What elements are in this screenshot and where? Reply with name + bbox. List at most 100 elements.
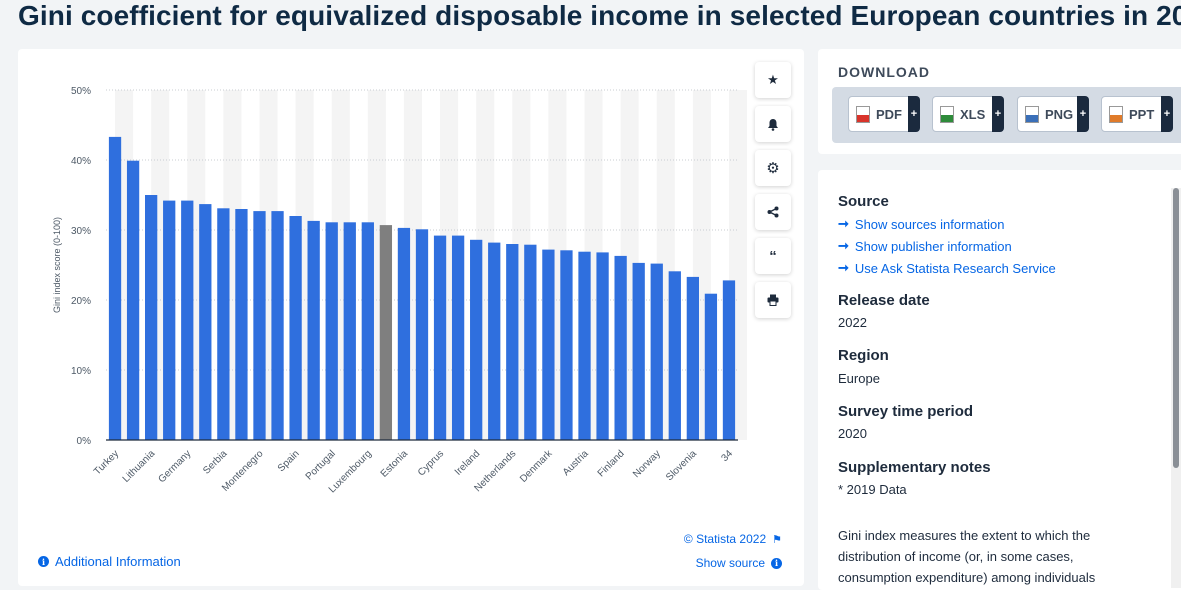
bar: [235, 209, 248, 440]
bar: [199, 204, 212, 440]
supplementary-notes-value: * 2019 Data: [838, 482, 907, 497]
y-tick-label: 50%: [71, 86, 91, 97]
y-tick-label: 10%: [71, 366, 91, 377]
x-tick-label: Serbia: [201, 448, 230, 477]
show-publisher-label: Show publisher information: [854, 238, 1012, 254]
plus-icon: +: [1161, 96, 1173, 132]
x-tick-label: Cyprus: [416, 448, 446, 478]
cite-button[interactable]: “: [755, 238, 791, 274]
bar: [560, 250, 573, 440]
x-tick-label: Denmark: [518, 448, 555, 485]
download-panel: DOWNLOAD PDF + XLS + PNG + PPT +: [818, 49, 1181, 154]
bar: [126, 160, 140, 440]
y-tick-label: 20%: [71, 296, 91, 307]
bar: [271, 211, 284, 440]
x-tick-label: 34: [719, 448, 735, 464]
x-tick-label: Turkey: [92, 448, 121, 477]
download-pdf-label: PDF: [876, 106, 902, 122]
y-axis-title: Gini index score (0-100): [52, 217, 62, 313]
bar: [433, 235, 447, 440]
download-xls-label: XLS: [960, 106, 986, 122]
download-ppt-label: PPT: [1129, 106, 1155, 122]
x-tick-label: Austria: [561, 448, 591, 478]
notification-button[interactable]: [755, 106, 791, 142]
print-button[interactable]: [755, 282, 791, 318]
xls-file-icon: [940, 105, 954, 123]
download-ppt-button[interactable]: PPT +: [1101, 96, 1173, 132]
bar: [307, 220, 320, 440]
ask-statista-label: Use Ask Statista Research Service: [854, 260, 1056, 276]
quote-icon: “: [769, 247, 777, 265]
bar: [722, 280, 736, 440]
bar-chart: 0%10%20%30%40%50%Turkey Lithuania Germany S…: [52, 86, 748, 495]
bar: [253, 211, 266, 440]
favorite-button[interactable]: ★: [755, 62, 791, 98]
plus-icon: +: [992, 96, 1004, 132]
download-png-button[interactable]: PNG +: [1017, 96, 1089, 132]
plus-icon: +: [908, 96, 920, 132]
x-tick-label: Estonia: [379, 448, 411, 480]
x-tick-label: Germany: [157, 448, 194, 485]
download-png-label: PNG: [1045, 106, 1074, 122]
bar: [470, 239, 483, 440]
y-tick-label: 40%: [71, 156, 91, 167]
x-tick-label: Lithuania: [121, 448, 158, 485]
bar: [614, 255, 627, 440]
download-pdf-button[interactable]: PDF +: [848, 96, 920, 132]
x-tick-label: Spain: [276, 448, 302, 474]
y-tick-label: 0%: [77, 436, 92, 447]
region-heading: Region: [838, 347, 889, 364]
chart-card: 0% 10% 20% 30% 40% 50% Turkey Lithuania Germany S…: [18, 49, 804, 586]
x-tick-label: Slovenia: [664, 448, 699, 483]
info-icon: i: [38, 556, 49, 567]
pdf-file-icon: [856, 105, 870, 123]
release-date-heading: Release date: [838, 292, 930, 309]
release-date-value: 2022: [838, 315, 867, 330]
additional-information-link[interactable]: i Additional Information: [38, 554, 181, 569]
ask-statista-link[interactable]: ➞ Use Ask Statista Research Service: [838, 260, 1056, 276]
show-source-link[interactable]: Show source i: [696, 556, 782, 570]
settings-button[interactable]: ⚙: [755, 150, 791, 186]
bar: [668, 271, 681, 440]
bar: [289, 216, 302, 440]
show-sources-link[interactable]: ➞ Show sources information: [838, 216, 1004, 232]
region-value: Europe: [838, 371, 880, 386]
statista-credit-link[interactable]: © Statista 2022 ⚑: [684, 532, 782, 546]
print-icon: [767, 294, 779, 306]
download-title: DOWNLOAD: [838, 64, 930, 80]
png-file-icon: [1025, 105, 1039, 123]
x-tick-label: Finland: [596, 448, 627, 479]
bar: [361, 222, 374, 440]
arrow-right-icon: ➞: [838, 216, 849, 231]
bar: [379, 225, 393, 440]
bell-icon: [768, 118, 778, 131]
scrollbar-thumb[interactable]: [1173, 188, 1179, 468]
arrow-right-icon: ➞: [838, 238, 849, 253]
bar: [397, 227, 411, 440]
show-publisher-link[interactable]: ➞ Show publisher information: [838, 238, 1012, 254]
bar: [163, 200, 176, 440]
show-sources-label: Show sources information: [854, 216, 1005, 232]
share-button[interactable]: [755, 194, 791, 230]
flag-icon: ⚑: [772, 533, 782, 546]
bar: [217, 208, 230, 440]
ppt-file-icon: [1109, 105, 1123, 123]
download-xls-button[interactable]: XLS +: [932, 96, 1004, 132]
bar: [108, 136, 122, 440]
bar: [650, 263, 663, 440]
show-source-label: Show source: [695, 556, 765, 570]
bar: [488, 242, 501, 440]
bar: [704, 293, 718, 440]
bar: [578, 251, 591, 440]
arrow-right-icon: ➞: [838, 260, 849, 275]
bar: [686, 276, 699, 440]
bar: [524, 244, 537, 440]
x-tick-label: Portugal: [304, 448, 338, 482]
gear-icon: ⚙: [766, 160, 780, 177]
bar: [632, 262, 645, 440]
bar: [415, 229, 429, 440]
bar: [596, 252, 609, 440]
credit-label: © Statista 2022: [683, 532, 767, 546]
x-tick-label: Norway: [631, 448, 663, 480]
additional-information-label: Additional Information: [55, 554, 181, 569]
